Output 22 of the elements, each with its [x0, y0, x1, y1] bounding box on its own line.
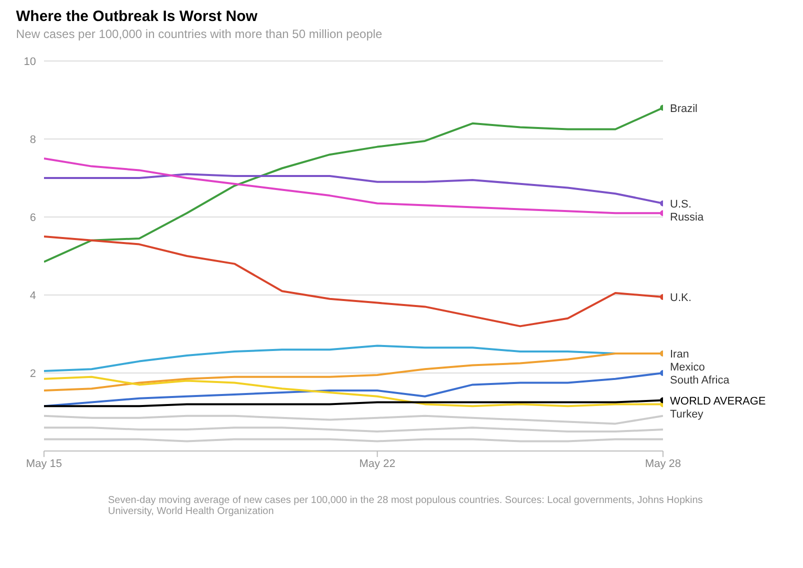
y-tick-label: 10: [24, 56, 36, 68]
series-label: Russia: [670, 211, 705, 224]
line-series: [44, 414, 663, 425]
series-label: Mexico: [670, 362, 705, 374]
x-tick-label: May 28: [644, 458, 682, 470]
chart-subtitle: New cases per 100,000 in countries with more than 50 million people: [16, 27, 384, 41]
x-tick-label: May 15: [26, 458, 62, 470]
series-label: Iran: [670, 348, 689, 360]
text: Seven-day moving average of new cases per 100,000 in the 28 most populous countries. Sources: Local governments, Johns Hopkins University, World Health Organization: [108, 495, 704, 517]
y-tick-label: 6: [30, 212, 36, 224]
series-label: Brazil: [670, 102, 698, 115]
series-label: U.K.: [670, 292, 692, 304]
y-tick-label: 2: [30, 368, 36, 380]
series-label: Turkey: [670, 408, 704, 420]
line-series: [44, 236, 663, 328]
y-tick-label: 8: [30, 134, 36, 146]
y-tick-label: 4: [30, 290, 36, 302]
series-label: South Africa: [670, 374, 730, 386]
series-label: WORLD AVERAGE: [670, 395, 766, 408]
chart-title: Where the Outbreak Is Worst Now: [16, 8, 258, 25]
series-label: U.S.: [670, 198, 692, 210]
x-tick-label: May 22: [359, 458, 396, 470]
